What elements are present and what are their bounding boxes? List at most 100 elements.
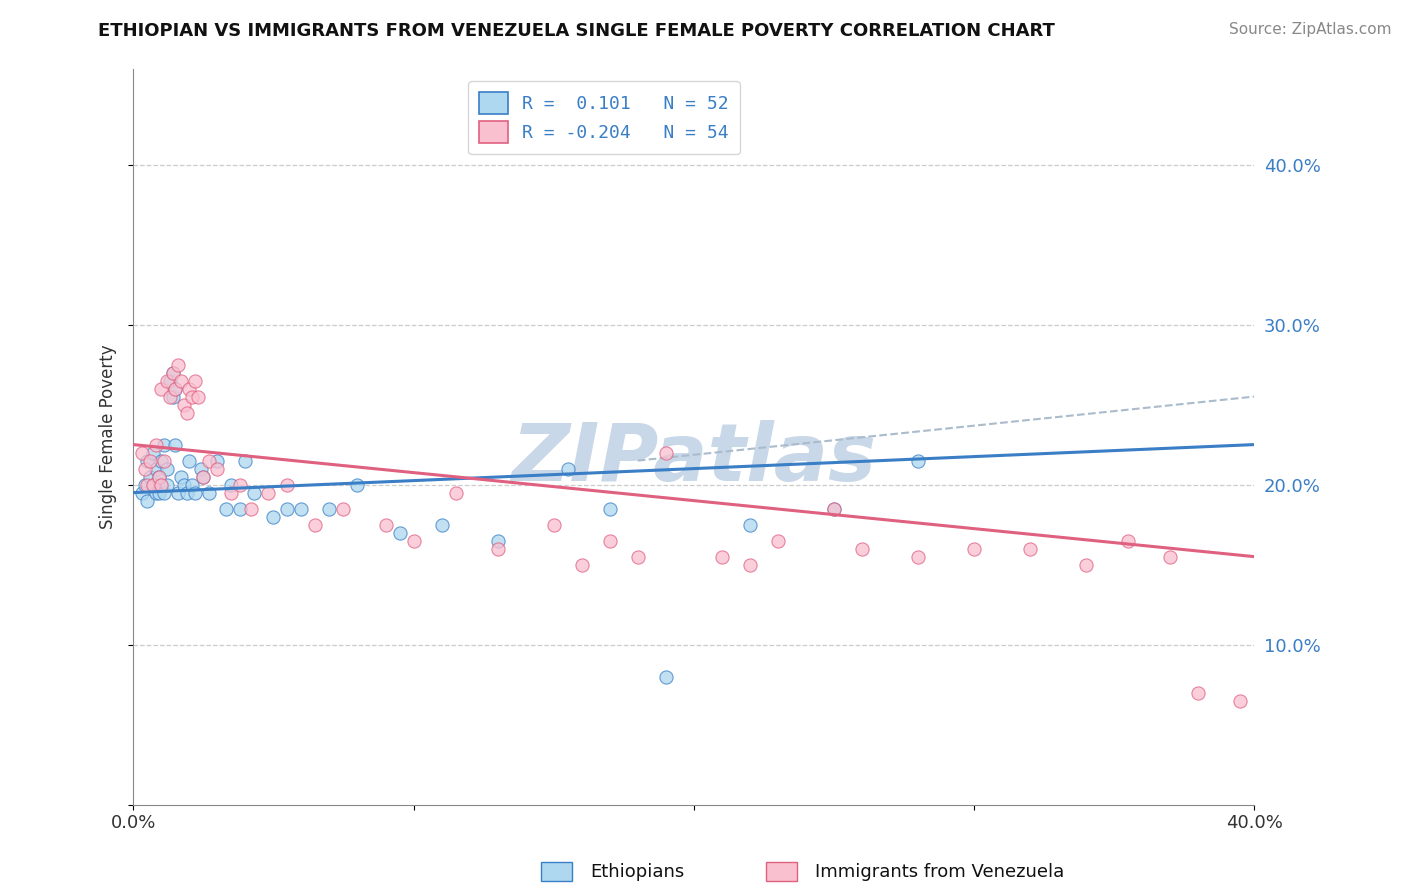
Point: [198, 453, 221, 467]
Point: [654, 670, 676, 684]
Point: [145, 461, 167, 475]
Point: [181, 477, 204, 491]
Point: [557, 461, 579, 475]
Point: [710, 549, 733, 564]
Text: Ethiopians: Ethiopians: [591, 863, 685, 881]
Point: [318, 501, 340, 516]
Text: Source: ZipAtlas.com: Source: ZipAtlas.com: [1229, 22, 1392, 37]
Point: [165, 382, 187, 396]
Point: [176, 406, 198, 420]
Point: [486, 541, 509, 556]
Point: [153, 437, 176, 451]
Point: [207, 461, 229, 475]
Point: [332, 501, 354, 516]
Point: [145, 437, 167, 451]
Point: [150, 477, 173, 491]
Point: [229, 477, 252, 491]
Point: [543, 517, 565, 532]
Point: [1116, 533, 1139, 548]
Point: [486, 533, 509, 548]
Point: [150, 382, 173, 396]
Point: [142, 477, 165, 491]
Point: [150, 453, 173, 467]
Point: [136, 453, 159, 467]
Text: ZIPatlas: ZIPatlas: [512, 419, 876, 498]
Point: [430, 517, 453, 532]
Point: [156, 461, 179, 475]
Point: [167, 358, 190, 372]
Y-axis label: Single Female Poverty: Single Female Poverty: [100, 344, 117, 529]
Point: [173, 398, 195, 412]
Point: [654, 445, 676, 459]
Point: [1159, 549, 1181, 564]
Point: [184, 374, 207, 388]
Point: [599, 501, 621, 516]
Point: [142, 445, 165, 459]
Point: [907, 453, 929, 467]
Point: [176, 485, 198, 500]
Point: [184, 485, 207, 500]
Point: [207, 453, 229, 467]
Point: [162, 366, 184, 380]
Point: [159, 390, 181, 404]
Point: [167, 485, 190, 500]
Point: [179, 382, 201, 396]
Text: ETHIOPIAN VS IMMIGRANTS FROM VENEZUELA SINGLE FEMALE POVERTY CORRELATION CHART: ETHIOPIAN VS IMMIGRANTS FROM VENEZUELA S…: [98, 22, 1056, 40]
Point: [173, 477, 195, 491]
Point: [221, 477, 243, 491]
Point: [240, 501, 263, 516]
Point: [136, 477, 159, 491]
Point: [198, 485, 221, 500]
Point: [256, 485, 278, 500]
FancyBboxPatch shape: [766, 862, 797, 881]
Point: [156, 374, 179, 388]
Point: [170, 374, 193, 388]
Point: [193, 469, 215, 483]
Point: [193, 469, 215, 483]
Point: [159, 374, 181, 388]
Text: Immigrants from Venezuela: Immigrants from Venezuela: [815, 863, 1064, 881]
Point: [1187, 686, 1209, 700]
Point: [162, 366, 184, 380]
Point: [738, 558, 761, 572]
Point: [1229, 693, 1251, 707]
Point: [215, 501, 238, 516]
Point: [165, 382, 187, 396]
Point: [276, 501, 298, 516]
Point: [162, 390, 184, 404]
Point: [179, 453, 201, 467]
Point: [170, 469, 193, 483]
Point: [134, 477, 156, 491]
Legend: R =  0.101   N = 52, R = -0.204   N = 54: R = 0.101 N = 52, R = -0.204 N = 54: [468, 81, 740, 154]
Point: [402, 533, 425, 548]
Point: [823, 501, 845, 516]
Point: [187, 390, 209, 404]
Point: [262, 509, 284, 524]
Point: [148, 469, 170, 483]
Point: [148, 469, 170, 483]
Point: [388, 525, 411, 540]
Point: [766, 533, 789, 548]
Point: [148, 485, 170, 500]
Point: [190, 461, 212, 475]
Point: [131, 485, 153, 500]
Point: [153, 453, 176, 467]
Point: [139, 469, 162, 483]
Point: [1074, 558, 1097, 572]
Point: [1019, 541, 1042, 556]
Point: [156, 477, 179, 491]
Point: [235, 453, 257, 467]
Point: [444, 485, 467, 500]
Point: [181, 390, 204, 404]
Point: [243, 485, 266, 500]
Point: [150, 477, 173, 491]
Point: [599, 533, 621, 548]
Point: [304, 517, 326, 532]
Point: [627, 549, 650, 564]
FancyBboxPatch shape: [541, 862, 572, 881]
Point: [142, 477, 165, 491]
Point: [145, 485, 167, 500]
Point: [290, 501, 312, 516]
Point: [907, 549, 929, 564]
Point: [276, 477, 298, 491]
